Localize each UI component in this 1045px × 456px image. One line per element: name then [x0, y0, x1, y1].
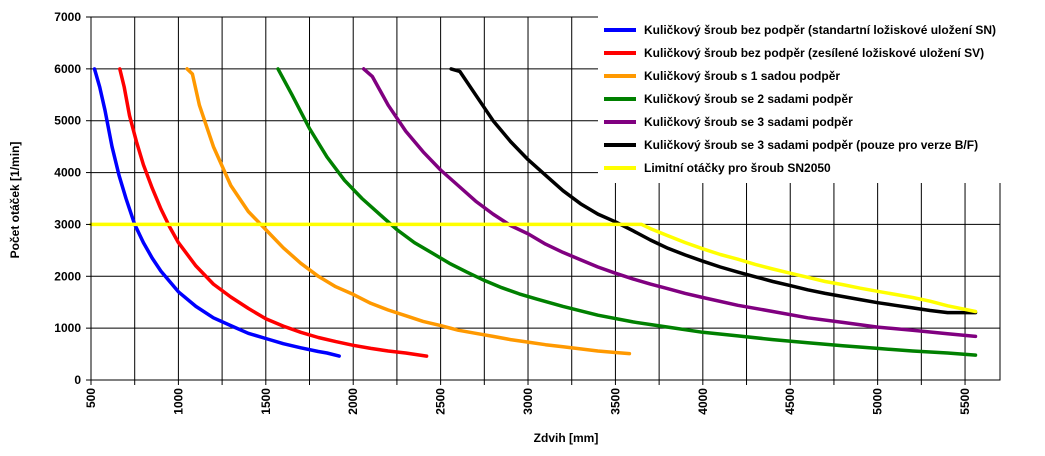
x-tick-label: 2000 — [346, 388, 360, 415]
axes: 500 1000 1500 2000 2500 3000 3500 4000 4500 5000 5… — [54, 10, 1001, 415]
legend: Kuličkový šroub bez podpěr (standartní l… — [598, 16, 1010, 183]
legend-entry-label: Kuličkový šroub se 2 sadami podpěr — [644, 92, 853, 106]
x-axis-title: Zdvih [mm] — [534, 431, 599, 445]
legend-entry-label: Kuličkový šroub se 3 sadami podpěr (pouz… — [644, 138, 978, 152]
x-tick-label: 500 — [84, 388, 98, 408]
series-line-6 — [449, 67, 978, 315]
legend-entry-label: Kuličkový šroub se 3 sadami podpěr — [644, 115, 853, 129]
legend-entry-label: Kuličkový šroub s 1 sadou podpěr — [644, 69, 840, 83]
y-tick-label: 1000 — [54, 321, 81, 335]
legend-entry-label: Limitní otáčky pro šroub SN2050 — [644, 161, 831, 175]
y-tick-label: 5000 — [54, 114, 81, 128]
y-axis-title: Počet otáček [1/min] — [8, 142, 22, 259]
plot-area-border — [90, 16, 1001, 381]
y-tick-label: 2000 — [54, 269, 81, 283]
series-line-1 — [92, 67, 341, 358]
series-line-3 — [185, 67, 632, 356]
series-line-2 — [118, 67, 429, 358]
series-line-4 — [276, 67, 978, 357]
y-tick-label: 3000 — [54, 217, 81, 231]
legend-background — [598, 16, 1010, 183]
legend-entry-label: Kuličkový šroub bez podpěr (standartní l… — [644, 23, 996, 37]
series-line-5 — [361, 67, 978, 339]
x-tick-label: 3500 — [608, 388, 622, 415]
x-tick-label: 5000 — [871, 388, 885, 415]
y-tick-label: 0 — [74, 373, 81, 387]
x-tick-label: 4000 — [696, 388, 710, 415]
x-tick-label: 4500 — [783, 388, 797, 415]
y-tick-label: 4000 — [54, 166, 81, 180]
x-tick-label: 1000 — [171, 388, 185, 415]
series-line-7 — [89, 222, 978, 314]
x-tick-label: 3000 — [521, 388, 535, 415]
x-tick-label: 2500 — [434, 388, 448, 415]
y-tick-label: 6000 — [54, 62, 81, 76]
legend-entry-label: Kuličkový šroub bez podpěr (zesílené lož… — [644, 46, 984, 60]
x-tick-label: 5500 — [958, 388, 972, 415]
y-tick-label: 7000 — [54, 10, 81, 24]
x-tick-label: 1500 — [259, 388, 273, 415]
series-lines — [89, 67, 978, 358]
